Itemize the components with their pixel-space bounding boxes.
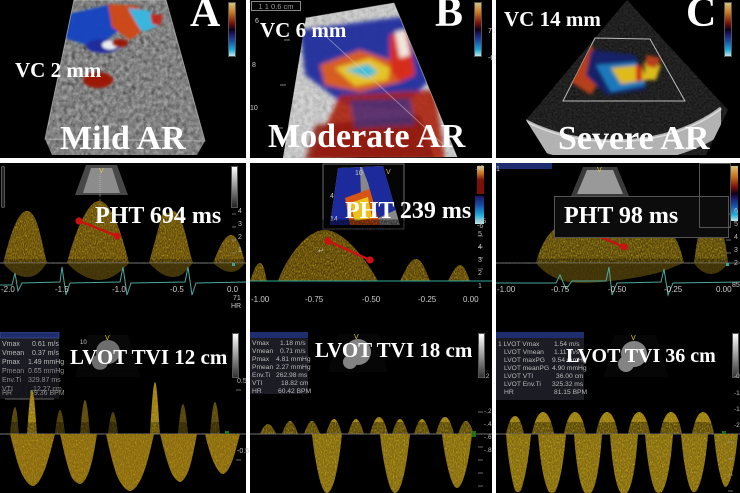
svg-text:Pmax: Pmax <box>252 356 270 363</box>
svg-text:4: 4 <box>330 193 334 200</box>
svg-text:10: 10 <box>355 170 363 177</box>
svg-text:V: V <box>631 335 636 342</box>
svg-text:14: 14 <box>330 216 338 223</box>
svg-text:1.49 mmHg: 1.49 mmHg <box>28 359 64 366</box>
svg-text:V: V <box>99 168 104 175</box>
svg-text:Pmax: Pmax <box>2 359 20 366</box>
svg-text:18.82 cm: 18.82 cm <box>281 380 309 387</box>
svg-text:Pmean: Pmean <box>252 364 273 371</box>
svg-text:2.27 mmHg: 2.27 mmHg <box>276 364 311 371</box>
svg-text:HR: HR <box>504 389 514 396</box>
svg-text:1.18 m/s: 1.18 m/s <box>280 340 306 347</box>
svg-text:0.37 m/s: 0.37 m/s <box>32 350 59 357</box>
svg-text:36.00 cm: 36.00 cm <box>556 373 584 380</box>
svg-text:V: V <box>597 167 602 174</box>
svg-text:VTI: VTI <box>252 380 263 387</box>
svg-text:1 LVOT Vmax: 1 LVOT Vmax <box>498 341 540 348</box>
svg-text:V: V <box>105 335 110 342</box>
svg-text:LVOT Env.Ti: LVOT Env.Ti <box>504 381 541 388</box>
svg-text:325.32 ms: 325.32 ms <box>552 381 584 388</box>
svg-text:HR: HR <box>252 388 262 395</box>
svg-text:0.65 mmHg: 0.65 mmHg <box>28 368 64 375</box>
svg-text:0.71 m/s: 0.71 m/s <box>280 348 306 355</box>
svg-text:262.98 ms: 262.98 ms <box>276 372 308 379</box>
svg-text:LVOT VTI: LVOT VTI <box>504 373 533 380</box>
svg-text:↵: ↵ <box>318 248 324 255</box>
svg-text:Vmean: Vmean <box>252 348 273 355</box>
svg-text:V: V <box>386 169 391 176</box>
svg-text:4.81 mmHg: 4.81 mmHg <box>276 356 311 363</box>
svg-text:60.42 BPM: 60.42 BPM <box>278 388 312 395</box>
svg-text:Pmean: Pmean <box>2 368 24 375</box>
svg-text:Vmax: Vmax <box>252 340 270 347</box>
svg-text:LVOT maxPG: LVOT maxPG <box>504 357 545 364</box>
svg-text:LVOT Vmean: LVOT Vmean <box>504 349 544 356</box>
svg-text:81.15 BPM: 81.15 BPM <box>554 389 588 396</box>
svg-text:Vmean: Vmean <box>2 350 24 357</box>
svg-text:LVOT meanPG: LVOT meanPG <box>504 365 549 372</box>
svg-text:0.61 m/s: 0.61 m/s <box>32 341 59 348</box>
svg-text:Vmax: Vmax <box>2 341 20 348</box>
svg-text:Env.Ti: Env.Ti <box>252 372 271 379</box>
